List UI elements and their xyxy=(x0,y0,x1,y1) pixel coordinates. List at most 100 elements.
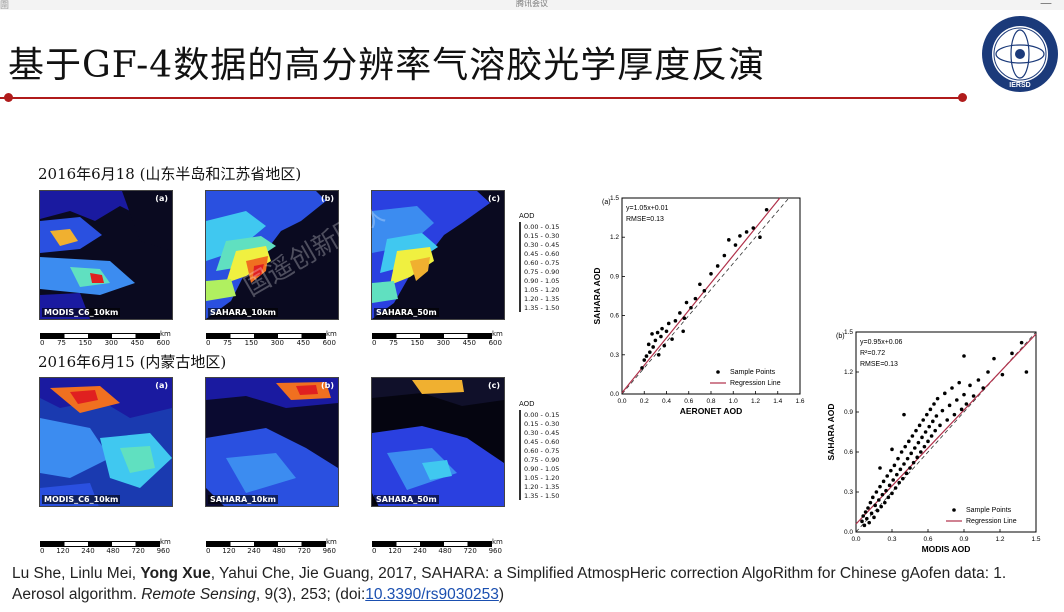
data-point xyxy=(899,450,904,454)
scale-tick: 120 xyxy=(222,547,236,555)
legend-item: 0.75 - 0.90 xyxy=(519,455,559,464)
title-rule xyxy=(0,97,966,99)
scale-tick: 960 xyxy=(156,547,170,555)
data-point xyxy=(646,342,651,347)
data-point xyxy=(656,353,661,357)
y-tick-label: 0.0 xyxy=(610,391,619,398)
scale-ticks: 0 75 150 300 450 600 xyxy=(372,339,502,347)
scale-ticks: 0 75 150 300 450 600 xyxy=(206,339,336,347)
legend-unit: AOD xyxy=(519,400,535,408)
data-point xyxy=(910,434,915,438)
legend-swatch xyxy=(519,285,521,294)
legend-item: 1.05 - 1.20 xyxy=(519,473,559,482)
scale-tick: 720 xyxy=(131,547,145,555)
data-point xyxy=(722,253,727,258)
legend-item: 0.45 - 0.60 xyxy=(519,249,559,258)
x-tick-label: 0.4 xyxy=(662,398,671,405)
data-point xyxy=(877,498,881,502)
scale-tick: 960 xyxy=(488,547,502,555)
map-label: MODIS_C6_10km xyxy=(42,308,121,317)
y-axis-label: SAHARA AOD xyxy=(592,268,602,325)
doi-link[interactable]: 10.3390/rs9030253 xyxy=(365,586,499,603)
data-point xyxy=(1000,372,1005,377)
data-point xyxy=(947,403,952,408)
legend-item: 1.20 - 1.35 xyxy=(519,482,559,491)
scale-unit: km xyxy=(160,538,171,546)
data-point xyxy=(662,343,667,348)
data-point xyxy=(887,483,892,488)
y-tick-label: 0.9 xyxy=(844,409,853,416)
legend-point-swatch xyxy=(952,508,956,512)
scale-tick: 480 xyxy=(272,547,286,555)
legend-swatch xyxy=(519,294,521,303)
legend-item: 1.05 - 1.20 xyxy=(519,285,559,294)
section-title-1: 2016年6月18 (山东半岛和江苏省地区) xyxy=(38,165,302,183)
x-axis-label: MODIS AOD xyxy=(922,544,971,554)
scale-tick: 300 xyxy=(436,339,450,347)
y-tick-label: 0.0 xyxy=(844,529,853,536)
y-tick-label: 1.5 xyxy=(610,195,619,202)
citation-details: , 9(3), 253; (doi: xyxy=(255,586,366,603)
data-point xyxy=(913,446,917,450)
data-point xyxy=(934,414,939,418)
data-point xyxy=(890,447,894,452)
citation-close: ) xyxy=(498,586,505,603)
legend-item: 0.75 - 0.90 xyxy=(519,267,559,276)
data-point xyxy=(689,305,693,310)
data-point xyxy=(681,329,685,334)
data-point xyxy=(867,520,871,525)
x-axis-label: AERONET AOD xyxy=(680,406,743,416)
data-point xyxy=(727,238,731,242)
legend-swatch xyxy=(519,410,521,419)
legend-item: 1.35 - 1.50 xyxy=(519,303,559,312)
y-tick-label: 1.2 xyxy=(844,369,853,376)
legend-swatch xyxy=(519,437,521,446)
data-point xyxy=(875,508,880,513)
data-point xyxy=(957,380,961,385)
data-point xyxy=(878,466,882,470)
data-point xyxy=(927,424,931,429)
scatter-plot-b: (b) 0.0 0.3 0.6 0.9 1.2 1.5 0.0 0.3 0.6 0.9 1.2 1.5 M… xyxy=(826,329,1041,554)
scale-tick: 75 xyxy=(389,339,398,347)
scale-tick: 0 xyxy=(372,339,377,347)
data-point xyxy=(868,500,873,505)
legend-line-label: Regression Line xyxy=(966,518,1017,525)
data-point xyxy=(902,462,906,466)
scale-tick: 75 xyxy=(223,339,232,347)
legend-swatch xyxy=(519,428,521,437)
data-point xyxy=(964,402,969,406)
legend-label: 0.60 - 0.75 xyxy=(524,258,560,267)
data-point xyxy=(738,234,742,238)
scale-tick: 960 xyxy=(322,547,336,555)
data-point xyxy=(650,332,654,336)
scale-tick: 480 xyxy=(438,547,452,555)
scale-tick: 480 xyxy=(106,547,120,555)
legend-swatch xyxy=(519,419,521,428)
aod-legend-row1: AOD 0.00 - 0.15 0.15 - 0.30 0.30 - 0.45 0.45… xyxy=(519,212,559,312)
x-tick-label: 0.6 xyxy=(923,536,932,543)
data-point xyxy=(869,511,874,516)
legend-item: 0.15 - 0.30 xyxy=(519,419,559,428)
legend-label: 0.15 - 0.30 xyxy=(524,231,560,240)
x-tick-label: 0.0 xyxy=(617,398,626,405)
slide-title: 基于GF-4数据的高分辨率气溶胶光学厚度反演 xyxy=(8,45,766,86)
scale-unit: km xyxy=(326,330,337,338)
minimize-button[interactable]: — xyxy=(1040,0,1052,10)
data-point xyxy=(684,300,689,305)
data-point xyxy=(871,495,875,500)
data-point xyxy=(919,450,923,454)
x-tick-label: 1.2 xyxy=(751,398,760,405)
scale-ticks: 0 75 150 300 450 600 xyxy=(40,339,170,347)
scale-ticks: 0 120 240 480 720 960 xyxy=(372,547,502,555)
data-point xyxy=(670,337,674,341)
legend-label: 0.60 - 0.75 xyxy=(524,446,560,455)
data-point xyxy=(901,476,905,481)
map-tag: (b) xyxy=(320,381,334,390)
regression-line xyxy=(621,197,781,394)
legend-item: 0.30 - 0.45 xyxy=(519,240,559,249)
y-tick-label: 0.3 xyxy=(844,489,853,496)
legend-item: 0.90 - 1.05 xyxy=(519,276,559,285)
legend-label: 0.45 - 0.60 xyxy=(524,437,560,446)
data-point xyxy=(903,444,907,449)
y-tick-label: 0.6 xyxy=(610,313,619,320)
